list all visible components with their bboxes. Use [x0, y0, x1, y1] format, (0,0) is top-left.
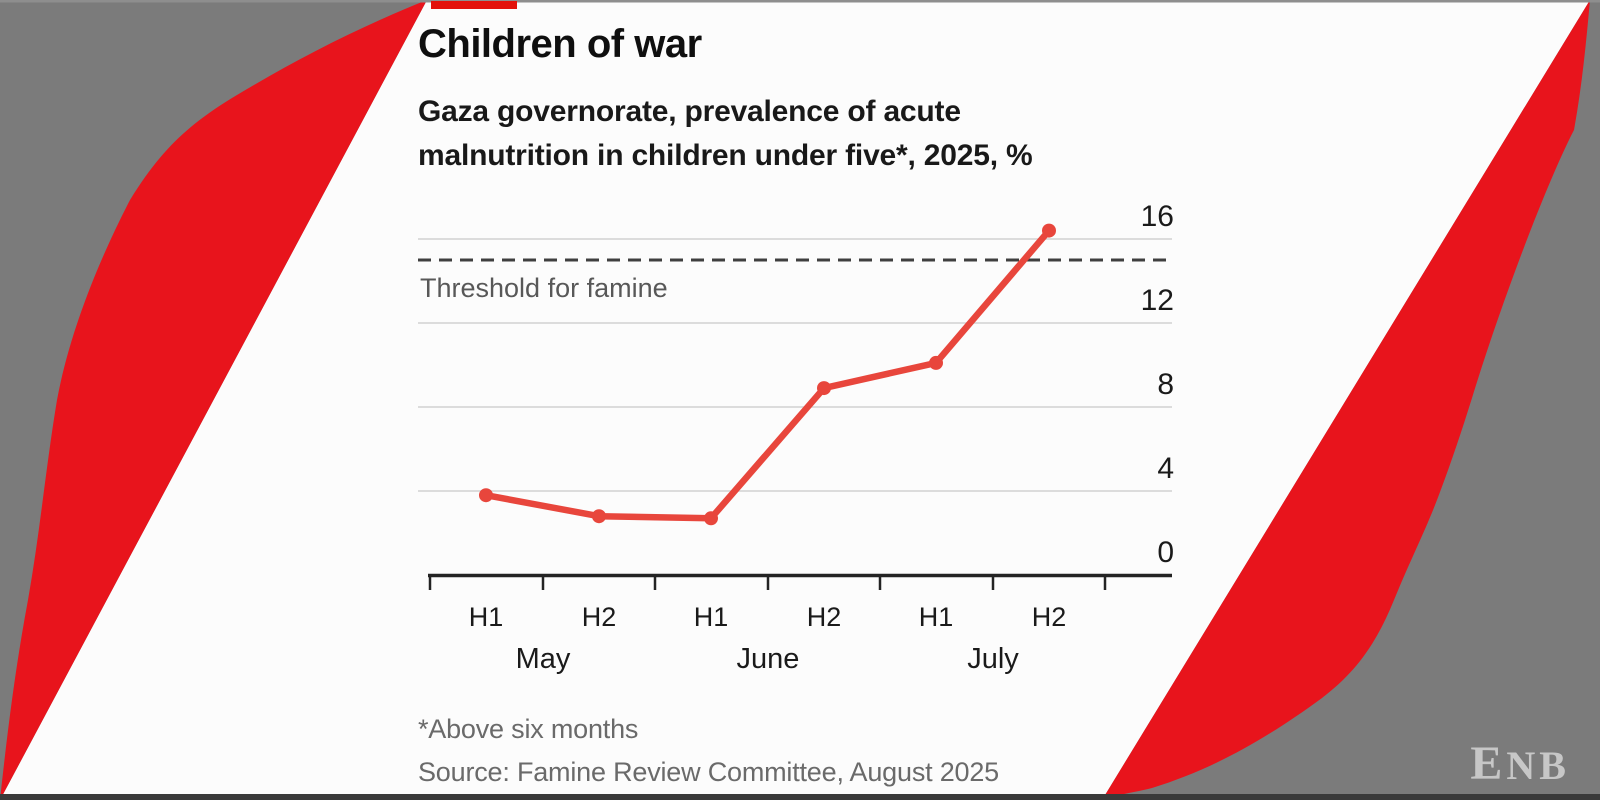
- chart-subtitle-line1: Gaza governorate, prevalence of acute: [418, 95, 961, 128]
- footnote: *Above six months: [418, 714, 639, 744]
- right-red-swoosh-shape: [1102, 0, 1590, 800]
- enb-logo-first-letter: E: [1470, 737, 1507, 790]
- source-line: Source: Famine Review Committee, August …: [418, 757, 999, 787]
- bottom-border: [0, 794, 1600, 800]
- enb-logo: ENB: [1470, 740, 1570, 788]
- enb-logo-rest: NB: [1506, 743, 1570, 788]
- left-red-swoosh-shape: [0, 0, 427, 800]
- red-tag-bar: [431, 1, 517, 9]
- chart-title: Children of war: [418, 22, 702, 66]
- chart-subtitle: Gaza governorate, prevalence of acute ma…: [418, 90, 1033, 178]
- top-hairline: [0, 0, 1600, 3]
- chart-subtitle-line2: malnutrition in children under five*, 20…: [418, 139, 1033, 172]
